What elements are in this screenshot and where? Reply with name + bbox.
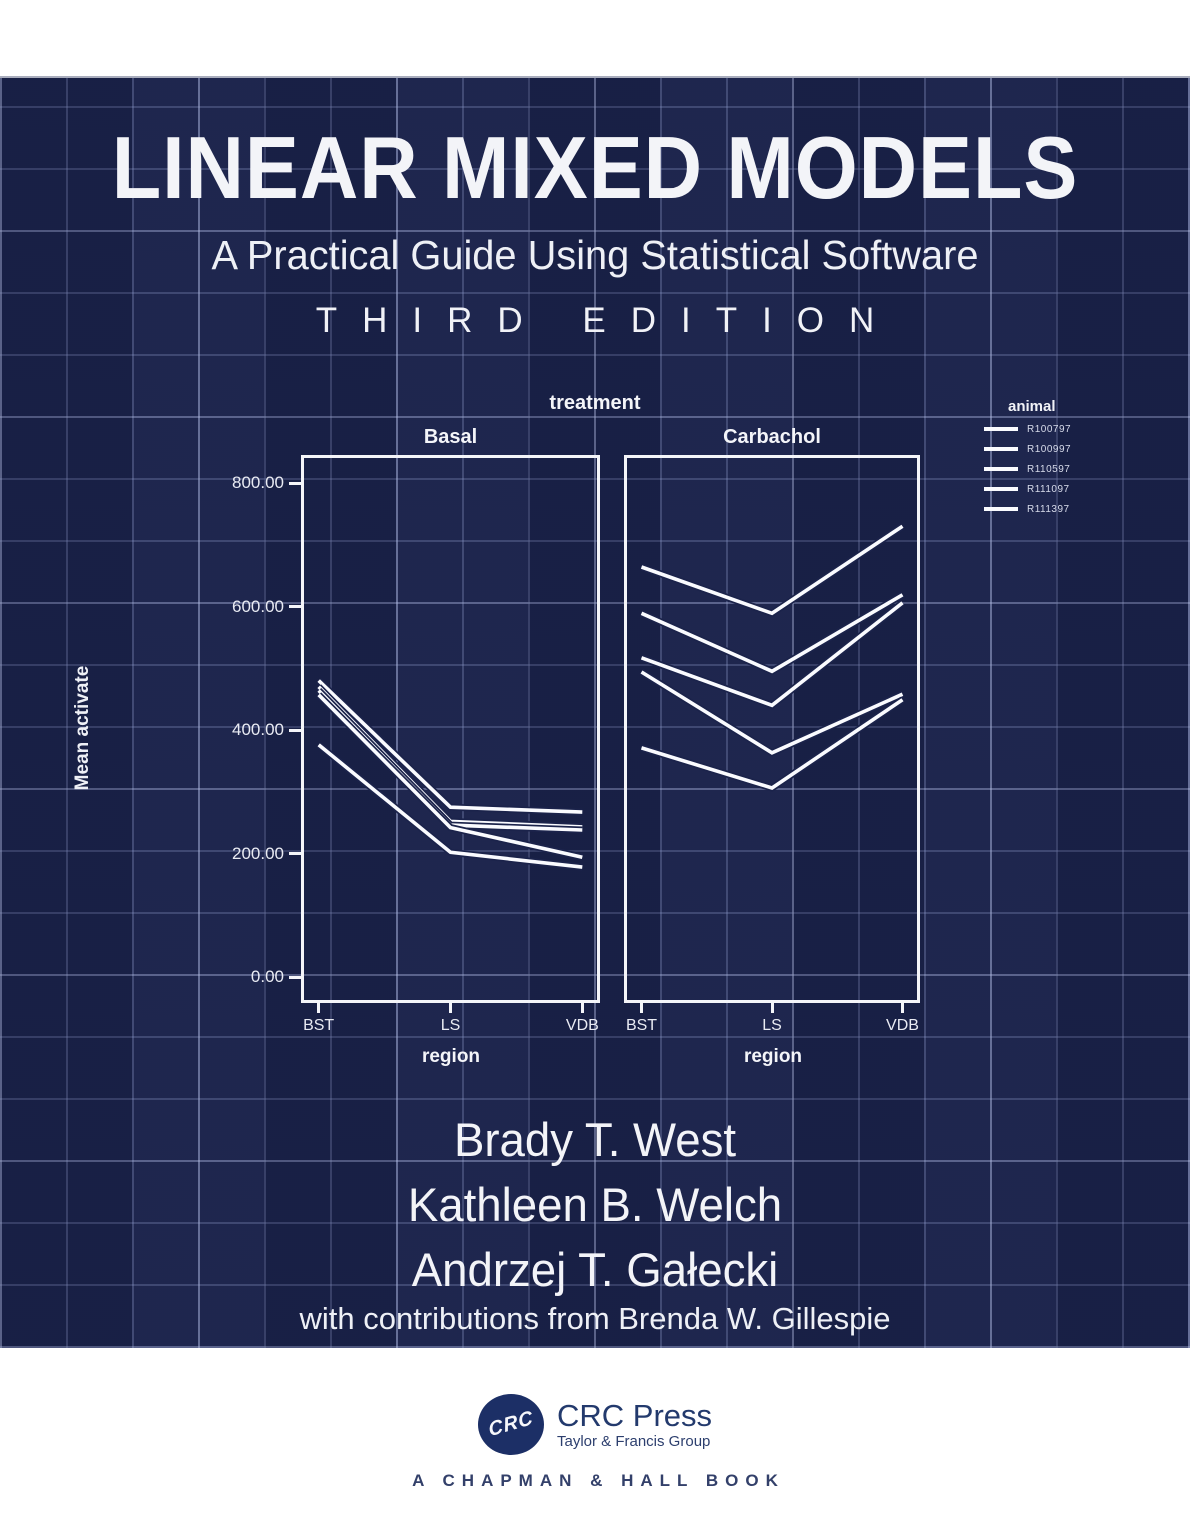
y-tick-mark bbox=[289, 481, 301, 485]
series-line-R100797 bbox=[640, 524, 904, 616]
y-tick-mark bbox=[289, 852, 301, 855]
chart-legend: animal R100797 R100997 R110597 R111097 R1113… bbox=[984, 398, 1174, 519]
panel-title-basal: Basal bbox=[423, 426, 478, 448]
x-tick-label: LS bbox=[440, 1017, 461, 1034]
x-tick-mark bbox=[770, 1003, 774, 1013]
crc-logo-text: CRC bbox=[486, 1406, 536, 1442]
x-tick-mark bbox=[317, 1003, 321, 1013]
legend-label: R111097 bbox=[1027, 483, 1070, 495]
legend-line-swatch bbox=[984, 427, 1018, 431]
series-line-R100797 bbox=[317, 679, 583, 814]
x-tick-mark bbox=[901, 1003, 904, 1013]
legend-line-swatch bbox=[984, 467, 1018, 471]
y-axis-label: Mean activate bbox=[72, 665, 93, 791]
legend-label: R111397 bbox=[1027, 503, 1070, 515]
series-line-R100797 bbox=[316, 678, 583, 816]
legend-item-R100997: R100997 bbox=[984, 439, 1174, 459]
x-tick-mark bbox=[640, 1003, 643, 1013]
y-tick-label: 0.00 bbox=[250, 967, 284, 986]
y-tick-label: 200.00 bbox=[232, 843, 284, 863]
x-tick-label: VDB bbox=[565, 1017, 599, 1034]
book-subtitle: A Practical Guide Using Statistical Soft… bbox=[211, 232, 979, 278]
legend-item-R110597: R110597 bbox=[984, 459, 1174, 479]
x-tick-label: BST bbox=[625, 1017, 658, 1034]
carbachol-lines bbox=[639, 523, 905, 792]
x-tick-label: BST bbox=[303, 1017, 335, 1034]
y-tick-label: 400.00 bbox=[232, 720, 284, 739]
cover-front: LINEAR MIXED MODELS A Practical Guide Us… bbox=[0, 76, 1190, 1348]
legend-line-swatch bbox=[984, 507, 1018, 511]
y-tick-label: 600.00 bbox=[232, 596, 284, 616]
y-tick-mark bbox=[289, 975, 301, 979]
x-tick-label: VDB bbox=[886, 1017, 919, 1034]
panel-title-carbachol: Carbachol bbox=[723, 426, 821, 448]
x-tick-label: LS bbox=[762, 1017, 782, 1034]
crc-logo-icon: CRC bbox=[477, 1394, 544, 1455]
chart-facet-title: treatment bbox=[549, 392, 641, 414]
legend-title: animal bbox=[1008, 398, 1056, 415]
author-2: Kathleen B. Welch bbox=[407, 1178, 783, 1231]
author-1: Brady T. West bbox=[453, 1113, 737, 1166]
author-list: Brady T. West Kathleen B. Welch Andrzej … bbox=[18, 1107, 1172, 1302]
legend-item-R111097: R111097 bbox=[984, 479, 1174, 499]
crc-press-logo: CRC CRC Press Taylor & Francis Group bbox=[477, 1394, 712, 1455]
legend-line-swatch bbox=[984, 487, 1018, 491]
legend-line-swatch bbox=[984, 447, 1018, 451]
publisher-band: CRC CRC Press Taylor & Francis Group A C… bbox=[0, 1348, 1190, 1540]
x-axis-label-basal: region bbox=[421, 1046, 481, 1067]
x-tick-mark bbox=[580, 1003, 584, 1013]
legend-label: R100797 bbox=[1027, 423, 1072, 435]
x-axis-label-carbachol: region bbox=[743, 1046, 803, 1067]
y-tick-mark bbox=[289, 605, 301, 608]
x-tick-mark bbox=[449, 1003, 452, 1013]
legend-label: R100997 bbox=[1027, 443, 1072, 455]
series-line-R100997 bbox=[640, 593, 904, 674]
publisher-text: CRC Press Taylor & Francis Group bbox=[557, 1399, 712, 1451]
y-tick-label: 800.00 bbox=[232, 473, 284, 492]
y-tick-mark bbox=[289, 728, 301, 732]
contributors-note: with contributions from Brenda W. Gilles… bbox=[299, 1301, 891, 1336]
series-line-R110597 bbox=[640, 601, 904, 708]
panel-carbachol bbox=[624, 455, 920, 1003]
panel-basal bbox=[301, 455, 600, 1003]
series-line-R111397 bbox=[640, 698, 904, 790]
basal-lines bbox=[316, 678, 584, 871]
legend-item-R111397: R111397 bbox=[984, 499, 1174, 519]
series-line-R111097 bbox=[317, 693, 583, 859]
series-line-R111097 bbox=[640, 670, 904, 755]
legend-items: R100797 R100997 R110597 R111097 R111397 bbox=[984, 419, 1174, 519]
publisher-name: CRC Press bbox=[556, 1397, 713, 1433]
legend-item-R100797: R100797 bbox=[984, 419, 1174, 439]
imprint-line: A CHAPMAN & HALL BOOK bbox=[412, 1471, 785, 1490]
edition-label: THIRD EDITION bbox=[315, 301, 900, 340]
publisher-group: Taylor & Francis Group bbox=[556, 1432, 711, 1450]
legend-label: R110597 bbox=[1027, 463, 1071, 475]
book-title: LINEAR MIXED MODELS bbox=[111, 118, 1079, 217]
series-line-R111397 bbox=[317, 743, 583, 869]
series-line-R100797 bbox=[640, 523, 905, 618]
author-3: Andrzej T. Gałecki bbox=[411, 1243, 779, 1296]
